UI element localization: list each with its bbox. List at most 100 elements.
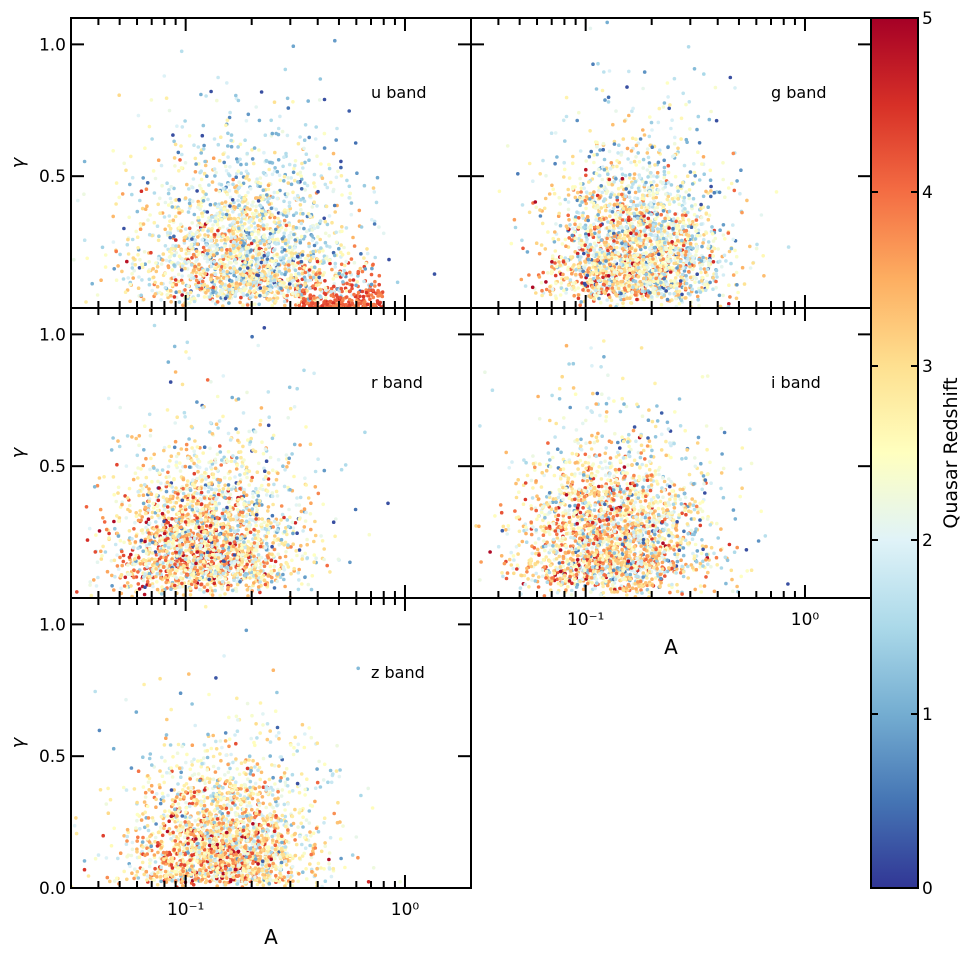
data-point: [167, 188, 171, 192]
data-point: [255, 238, 259, 242]
data-point: [286, 211, 291, 216]
data-point: [623, 194, 628, 199]
data-point: [733, 86, 737, 90]
data-point: [568, 223, 572, 227]
data-point: [285, 293, 290, 298]
data-point: [275, 190, 280, 195]
data-point: [299, 187, 304, 191]
data-point: [262, 239, 266, 243]
data-point: [615, 195, 619, 200]
data-point: [176, 279, 181, 284]
data-point: [611, 122, 615, 127]
data-point: [673, 212, 677, 216]
data-point: [284, 228, 288, 232]
data-point: [665, 81, 670, 85]
data-point: [641, 128, 645, 132]
data-point: [550, 287, 555, 292]
data-point: [538, 214, 543, 218]
data-point: [309, 224, 313, 229]
data-point: [579, 186, 584, 190]
data-point: [327, 166, 332, 171]
data-point: [124, 168, 128, 173]
data-point: [635, 216, 640, 220]
data-point: [181, 281, 185, 285]
data-point: [653, 237, 657, 241]
data-point: [324, 296, 328, 300]
data-point: [566, 213, 570, 218]
data-point: [276, 266, 280, 270]
data-point: [595, 276, 600, 280]
data-point: [293, 178, 297, 183]
data-point: [622, 297, 626, 302]
data-point: [327, 234, 332, 238]
data-point: [234, 277, 239, 282]
data-point: [282, 218, 287, 223]
data-point: [594, 252, 599, 257]
data-point: [648, 223, 652, 227]
data-point: [215, 251, 219, 256]
data-point: [239, 295, 243, 300]
data-point: [735, 179, 739, 183]
data-point: [152, 220, 157, 225]
data-point: [611, 206, 616, 211]
data-point: [231, 210, 235, 214]
data-point: [212, 249, 217, 254]
data-point: [228, 266, 232, 270]
data-point: [278, 114, 282, 119]
data-point: [699, 259, 704, 263]
data-point: [340, 225, 344, 229]
data-point: [171, 218, 176, 222]
data-point: [581, 211, 585, 215]
data-point: [670, 266, 675, 270]
data-point: [199, 286, 204, 291]
data-point: [146, 218, 150, 222]
data-point: [663, 268, 668, 272]
data-point: [594, 269, 598, 274]
data-point: [229, 235, 234, 240]
data-point: [284, 223, 289, 228]
data-point: [183, 266, 187, 271]
data-point: [636, 258, 640, 262]
data-point: [196, 199, 200, 204]
data-point: [667, 216, 671, 220]
data-point: [372, 219, 377, 224]
data-point: [216, 75, 220, 80]
data-point: [582, 266, 587, 270]
data-point: [350, 283, 354, 288]
data-point: [237, 203, 241, 207]
data-point: [323, 182, 328, 187]
data-point: [586, 218, 590, 223]
data-point: [147, 282, 152, 287]
data-point: [291, 291, 295, 296]
data-point: [617, 235, 621, 240]
data-point: [221, 212, 225, 216]
data-point: [281, 164, 285, 169]
data-point: [642, 214, 646, 218]
data-point: [191, 232, 195, 236]
data-point: [272, 215, 277, 220]
data-point: [219, 238, 224, 243]
data-point: [619, 185, 624, 189]
data-point: [272, 278, 277, 283]
data-point: [196, 205, 200, 210]
data-point: [658, 263, 663, 268]
data-point: [577, 110, 581, 115]
data-point: [639, 247, 643, 252]
data-point: [519, 277, 524, 282]
data-point: [695, 233, 700, 238]
data-point: [168, 226, 173, 231]
data-point: [355, 171, 359, 175]
data-point: [310, 234, 314, 238]
data-point: [678, 264, 683, 268]
data-point: [694, 290, 699, 294]
data-point: [233, 235, 237, 240]
data-point: [225, 81, 229, 85]
data-point: [216, 264, 221, 269]
data-point: [579, 238, 584, 243]
data-point: [650, 295, 654, 299]
data-point: [254, 204, 258, 209]
data-point: [264, 286, 268, 291]
data-point: [673, 241, 678, 245]
data-point: [152, 191, 157, 195]
data-point: [637, 289, 641, 294]
